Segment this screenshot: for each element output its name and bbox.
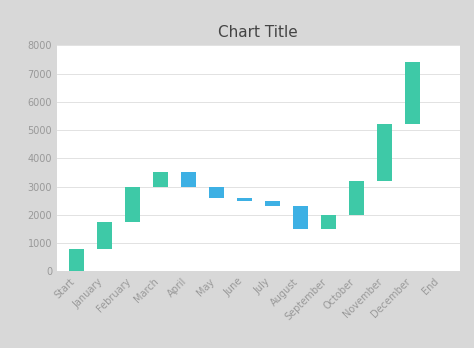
Bar bbox=[320, 215, 336, 229]
Bar bbox=[264, 201, 280, 206]
Bar bbox=[181, 173, 196, 187]
Bar bbox=[348, 181, 364, 215]
Bar bbox=[209, 187, 224, 198]
Bar bbox=[125, 187, 140, 222]
Bar bbox=[404, 62, 420, 125]
Bar bbox=[153, 173, 168, 187]
Bar bbox=[69, 249, 84, 271]
Title: Chart Title: Chart Title bbox=[219, 25, 298, 40]
Bar bbox=[237, 198, 252, 201]
Bar bbox=[292, 206, 308, 229]
Bar bbox=[97, 222, 112, 249]
Bar bbox=[376, 125, 392, 181]
